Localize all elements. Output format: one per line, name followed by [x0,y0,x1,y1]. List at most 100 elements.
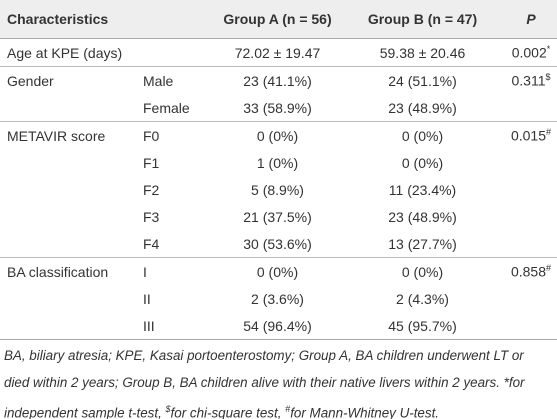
table-row: F2 5 (8.9%) 11 (23.4%) [0,176,557,203]
footnote-text: for chi-square test, [170,405,286,419]
table-cell: II [135,285,215,312]
table-cell: 59.38 ± 20.46 [340,38,505,67]
cell-text: 24 (51.1%) [388,72,457,89]
table-cell: Male [135,66,215,94]
table-cell: 21 (37.5%) [215,203,340,230]
table-cell [505,94,557,122]
table-cell [505,285,557,312]
cell-text: 0 (0%) [256,263,299,280]
cell-text: Age at KPE (days) [7,44,123,61]
table-cell: 0 (0%) [340,257,505,285]
cell-text: F2 [143,181,160,198]
table-cell: 0 (0%) [340,121,505,149]
table-cell: 72.02 ± 19.47 [215,38,340,67]
cell-text: 21 (37.5%) [243,208,312,225]
cell-text: 5 (8.9%) [251,181,304,198]
cell-text: 0.858 [510,263,547,280]
table-cell: I [135,257,215,285]
table-cell: F0 [135,121,215,149]
cell-text: 33 (58.9%) [243,99,312,116]
cell-text: II [143,290,151,307]
cell-text: III [143,317,155,334]
table-cell: 0 (0%) [215,121,340,149]
table-row: BA classification I 0 (0%) 0 (0%) 0.858# [0,257,557,285]
cell-text: F0 [143,127,160,144]
table-cell: F4 [135,230,215,258]
footnote-mark: $ [545,72,551,83]
cell-text: 30 (53.6%) [243,235,312,252]
table-cell [505,203,557,230]
table-row: METAVIR score F0 0 (0%) 0 (0%) 0.015# [0,121,557,149]
table-cell [0,230,135,258]
table-cell [505,312,557,340]
cell-text: 0.311 [511,72,546,89]
cell-text: F3 [143,208,160,225]
cell-text: 0 (0%) [401,154,444,171]
table-cell [505,176,557,203]
table-cell: 0.311$ [505,66,557,94]
cell-text: F1 [143,154,160,171]
cell-text: 23 (48.9%) [388,208,457,225]
header-cell: Group A (n = 56) [215,0,340,39]
cell-text: F4 [143,235,160,252]
cell-text: 59.38 ± 20.46 [379,44,466,61]
table-row: F4 30 (53.6%) 13 (27.7%) [0,230,557,258]
header-cell: Group B (n = 47) [340,0,505,39]
table-body: Age at KPE (days) 72.02 ± 19.47 59.38 ± 20… [0,38,557,340]
table-cell: 24 (51.1%) [340,66,505,94]
table-cell [0,203,135,230]
cell-text: 11 (23.4%) [388,181,457,198]
table-cell: BA classification [0,257,135,285]
table-cell [0,94,135,122]
cell-text: 0 (0%) [401,127,444,144]
cell-text: 45 (95.7%) [388,317,457,334]
table-cell: Age at KPE (days) [0,38,135,67]
table-cell [0,285,135,312]
table-cell [135,38,215,67]
table-cell: 23 (48.9%) [340,94,505,122]
table-row: III 54 (96.4%) 45 (95.7%) [0,312,557,340]
table-cell: F2 [135,176,215,203]
table-cell: 1 (0%) [215,149,340,176]
footnote-mark: # [285,404,291,414]
table-cell: F3 [135,203,215,230]
table-cell: 45 (95.7%) [340,312,505,340]
footnote: BA, biliary atresia; KPE, Kasai portoent… [0,340,557,419]
table-row: F3 21 (37.5%) 23 (48.9%) [0,203,557,230]
cell-text: 2 (3.6%) [251,290,304,307]
table-cell: 30 (53.6%) [215,230,340,258]
cell-text: 72.02 ± 19.47 [234,44,321,61]
cell-text: I [143,263,147,280]
cell-text: Male [143,72,174,89]
table-cell: 13 (27.7%) [340,230,505,258]
table-row: F1 1 (0%) 0 (0%) [0,149,557,176]
footnote-text: BA, biliary atresia; KPE, Kasai portoent… [4,348,525,419]
table-cell [505,149,557,176]
table-cell: 0.858# [505,257,557,285]
cell-text: Gender [7,72,54,89]
table-cell: III [135,312,215,340]
cell-text: 0.015 [510,127,547,144]
table-cell: 5 (8.9%) [215,176,340,203]
table-cell: Gender [0,66,135,94]
cell-text: METAVIR score [7,127,106,144]
table-cell: 54 (96.4%) [215,312,340,340]
header-cell: P [505,0,557,39]
table-cell: F1 [135,149,215,176]
cell-text: BA classification [7,263,109,280]
table-cell: 23 (48.9%) [340,203,505,230]
cell-text: 1 (0%) [256,154,299,171]
cell-text: 13 (27.7%) [388,235,457,252]
footnote-mark: # [546,127,552,138]
table-cell [0,312,135,340]
data-table: Characteristics Group A (n = 56) Group B (… [0,0,557,340]
cell-text: Female [143,99,190,116]
table-cell: 2 (3.6%) [215,285,340,312]
table-cell: 23 (41.1%) [215,66,340,94]
footnote-mark: $ [165,404,171,414]
cell-text: 0 (0%) [256,127,299,144]
table-cell: Female [135,94,215,122]
cell-text: 2 (4.3%) [396,290,449,307]
table-cell: 33 (58.9%) [215,94,340,122]
